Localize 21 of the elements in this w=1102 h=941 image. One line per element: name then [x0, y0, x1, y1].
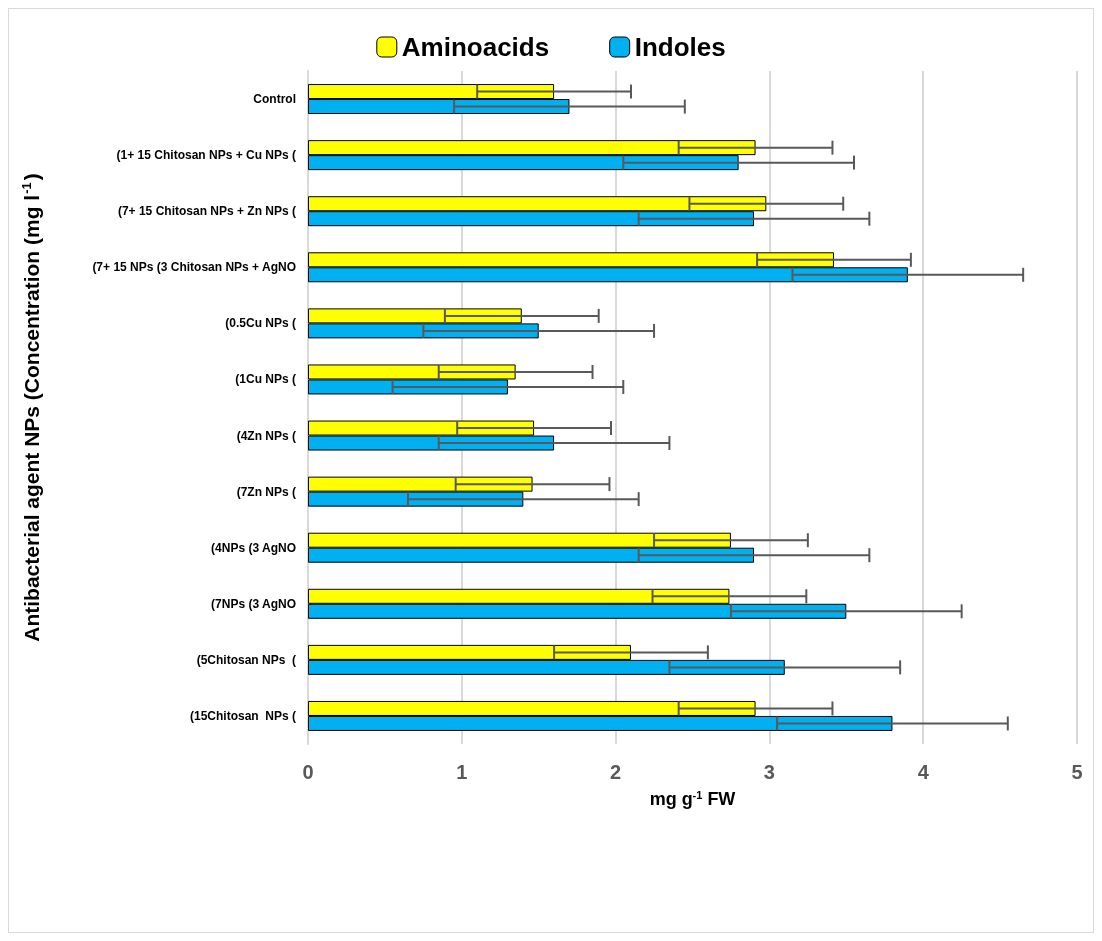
x-tick-label: 4 [917, 761, 930, 783]
y-tick-label: (0.5Cu NPs ( [225, 316, 296, 331]
x-tick-label: 2 [610, 761, 622, 783]
y-tick-label: (7+ 15 Chitosan NPs + Zn NPs ( [117, 204, 296, 219]
legend-label: Indoles [634, 32, 726, 62]
y-axis-title: Antibacterial agent NPs (Concentration (mg l-1) [19, 173, 43, 642]
y-tick-label: (5Chitosan NPs ( [196, 652, 296, 667]
y-tick-label: (4NPs (3 AgNO [211, 540, 296, 555]
x-tick-label: 5 [1071, 761, 1083, 783]
y-tick-label: Control [253, 92, 296, 107]
y-tick-label: (7NPs (3 AgNO [211, 596, 296, 611]
y-tick-label: (1+ 15 Chitosan NPs + Cu NPs ( [116, 148, 296, 163]
y-tick-label: (7Zn NPs ( [236, 484, 296, 499]
x-tick-label: 3 [763, 761, 775, 783]
x-tick-label: 1 [456, 761, 468, 783]
y-tick-label: (1Cu NPs ( [235, 372, 296, 387]
y-tick-label: (7+ 15 NPs (3 Chitosan NPs + AgNO [92, 260, 296, 275]
y-tick-label: (4Zn NPs ( [236, 428, 296, 443]
legend-label: Aminoacids [401, 32, 550, 62]
y-tick-label: (15Chitosan NPs ( [189, 708, 296, 723]
x-tick-label: 0 [302, 761, 314, 783]
